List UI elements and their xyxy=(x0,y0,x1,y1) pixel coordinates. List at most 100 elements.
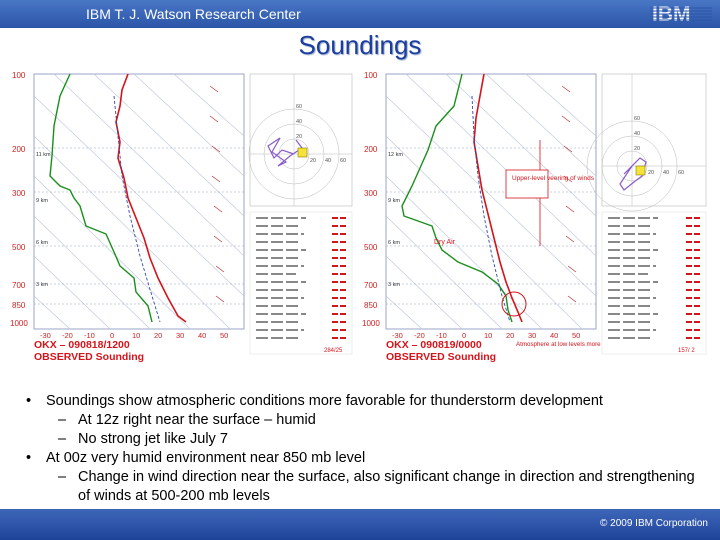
pressure-tick: 200 xyxy=(364,145,378,154)
hodograph-ring-label: 40 xyxy=(325,158,331,164)
hodograph-trace xyxy=(619,157,647,191)
skewt-chart-1200: 100 200 300 500 700 850 1000 11 km 9 km … xyxy=(10,71,353,363)
height-labels: 11 km 9 km 6 km 3 km xyxy=(36,152,51,288)
sounding-panel-1200: 100 200 300 500 700 850 1000 11 km 9 km … xyxy=(10,66,356,366)
dewpoint-profile xyxy=(401,73,513,323)
header-bar: IBM T. J. Watson Research Center IBM xyxy=(0,0,720,28)
sub-bullet-dash: – xyxy=(58,412,67,428)
temperature-axis: -30 -20 -10 0 10 20 30 40 50 xyxy=(392,331,580,340)
sub-bullet-item: – At 12z right near the surface – humid xyxy=(26,411,706,430)
station-label: OKX – 090818/1200 xyxy=(34,339,130,351)
sounding-panel-0000: 100 200 300 500 700 850 1000 12 km 9 km … xyxy=(362,66,710,366)
hodograph-1200: 60 40 20 20 40 60 xyxy=(248,73,353,207)
height-label: 9 km xyxy=(388,198,400,204)
slide-title: Soundings xyxy=(298,30,422,60)
bullet-list: • Soundings show atmospheric conditions … xyxy=(26,392,706,506)
sub-bullet-item: – No strong jet like July 7 xyxy=(26,430,706,449)
pressure-tick: 700 xyxy=(12,281,26,290)
indices-table-0000: 157/ 2 xyxy=(601,211,707,355)
pressure-tick: 200 xyxy=(12,145,26,154)
sub-bullet-dash: – xyxy=(58,469,67,485)
sub-bullet-text: At 12z right near the surface – humid xyxy=(78,412,316,428)
skewt-chart-0000: 100 200 300 500 700 850 1000 12 km 9 km … xyxy=(362,71,707,363)
hodograph-ring-label: 40 xyxy=(296,119,302,125)
temp-tick: 50 xyxy=(220,331,228,340)
temperature-profile xyxy=(115,73,187,323)
temp-tick: -20 xyxy=(414,331,425,340)
bullet-text: At 00z very humid environment near 850 m… xyxy=(46,450,366,466)
pressure-tick: 500 xyxy=(364,243,378,252)
wind-barbs xyxy=(209,85,225,303)
veering-annotation-box xyxy=(505,169,549,199)
bullet-text: Soundings show atmospheric conditions mo… xyxy=(46,393,603,409)
hodograph-ring-label: 60 xyxy=(296,104,302,110)
pressure-axis: 100 200 300 500 700 850 1000 xyxy=(10,71,28,328)
hodograph-ring-label: 60 xyxy=(340,158,346,164)
sub-bullet-text: Change in wind direction near the surfac… xyxy=(78,469,695,504)
org-name: IBM T. J. Watson Research Center xyxy=(86,6,301,22)
pressure-tick: 100 xyxy=(12,71,26,80)
hodograph-0000: 60 40 20 20 40 60 xyxy=(586,73,707,212)
temp-tick: 20 xyxy=(506,331,514,340)
temp-tick: 0 xyxy=(462,331,466,340)
hodograph-trace xyxy=(267,137,303,167)
pressure-tick: 300 xyxy=(12,189,26,198)
temp-tick: 10 xyxy=(132,331,140,340)
pressure-tick: 500 xyxy=(12,243,26,252)
hodograph-ring-label: 60 xyxy=(678,170,684,176)
sub-bullet-item: – Change in wind direction near the surf… xyxy=(26,468,706,506)
dry-air-annotation: Dry Air xyxy=(434,239,456,246)
skewt-isobars xyxy=(386,147,596,305)
storm-motion-marker xyxy=(635,165,646,176)
temp-tick: -10 xyxy=(84,331,95,340)
pressure-tick: 700 xyxy=(364,281,378,290)
hodograph-ring-label: 20 xyxy=(310,158,316,164)
height-label: 3 km xyxy=(36,282,48,288)
indices-footer-value: 284/25 xyxy=(324,348,343,354)
pressure-tick: 100 xyxy=(364,71,378,80)
temp-tick: -10 xyxy=(436,331,447,340)
dewpoint-profile xyxy=(49,73,153,323)
pressure-axis: 100 200 300 500 700 850 1000 xyxy=(362,71,380,328)
temp-tick: 50 xyxy=(572,331,580,340)
skewt-isobars xyxy=(34,147,244,305)
bullet-dot: • xyxy=(26,450,32,466)
pressure-tick: 1000 xyxy=(362,319,380,328)
copyright-text: © 2009 IBM Corporation xyxy=(600,518,708,529)
temp-tick: 30 xyxy=(528,331,536,340)
skewt-plot-area xyxy=(385,73,597,330)
hodograph-ring-label: 20 xyxy=(634,146,640,152)
wind-barbs xyxy=(561,85,577,303)
saturated-annotation: Atmosphere at low levels more saturated xyxy=(516,341,629,348)
temp-tick: 20 xyxy=(154,331,162,340)
temp-tick: 0 xyxy=(110,331,114,340)
temperature-profile xyxy=(473,73,523,323)
bullet-item: • Soundings show atmospheric conditions … xyxy=(26,392,706,411)
temp-tick: 40 xyxy=(198,331,206,340)
sub-bullet-dash: – xyxy=(58,431,67,447)
height-label: 6 km xyxy=(36,240,48,246)
hodograph-ring-label: 20 xyxy=(648,170,654,176)
pressure-tick: 850 xyxy=(12,301,26,310)
bullet-dot: • xyxy=(26,393,32,409)
indices-footer-value: 157/ 2 xyxy=(678,348,695,354)
hodograph-ring-label: 40 xyxy=(663,170,669,176)
ibm-logo: IBM xyxy=(650,3,712,26)
pressure-tick: 850 xyxy=(364,301,378,310)
hodograph-ring-label: 60 xyxy=(634,116,640,122)
observed-label: OBSERVED Sounding xyxy=(386,351,496,363)
height-labels: 12 km 9 km 6 km 3 km xyxy=(388,152,403,288)
height-label: 12 km xyxy=(388,152,403,158)
skewt-isotherms xyxy=(385,73,597,330)
bullet-item: • At 00z very humid environment near 850… xyxy=(26,449,706,468)
temp-tick: 30 xyxy=(176,331,184,340)
indices-table-1200: 284/25 xyxy=(249,211,353,355)
temperature-axis: -30 -20 -10 0 10 20 30 40 50 xyxy=(40,331,228,340)
skewt-plot-area xyxy=(33,73,245,330)
height-label: 6 km xyxy=(388,240,400,246)
saturated-layer-circle xyxy=(501,291,527,317)
pressure-tick: 1000 xyxy=(10,319,28,328)
height-label: 11 km xyxy=(36,152,51,158)
observed-label: OBSERVED Sounding xyxy=(34,351,144,363)
parcel-profile xyxy=(471,95,511,323)
